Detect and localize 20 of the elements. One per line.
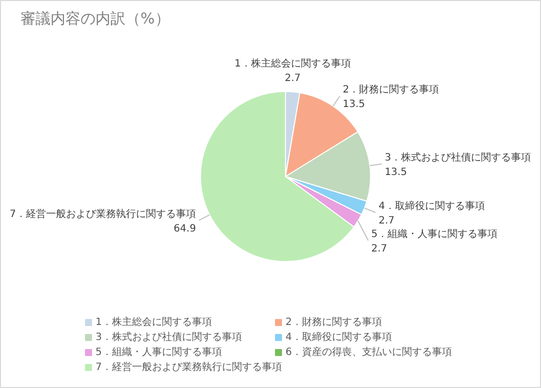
slice-label: 4．取締役に関する事項 — [378, 200, 485, 212]
data-label: 2.7 — [378, 215, 394, 226]
legend-label: 2．財務に関する事項 — [286, 316, 382, 328]
slice-label: 2．財務に関する事項 — [342, 84, 440, 96]
legend-label: 4．取締役に関する事項 — [286, 331, 392, 343]
chart-title: 審議内容の内訳（%） — [20, 10, 170, 28]
legend-label: 3．株式および社債に関する事項 — [96, 331, 242, 343]
data-label: 2.7 — [284, 72, 301, 84]
data-label: 13.5 — [342, 99, 366, 110]
data-label: 13.5 — [384, 167, 407, 178]
slice-label: 7．経営一般および業務執行に関する事項 — [10, 208, 196, 220]
slice-label: 5．組織・人事に関する事項 — [371, 228, 498, 240]
legend-label: 1．株主総会に関する事項 — [96, 316, 212, 328]
legend-label: 7．経営一般および業務執行に関する事項 — [96, 361, 282, 373]
slice-label: 1．株主総会に関する事項 — [234, 57, 351, 70]
legend-label: 5．組織・人事に関する事項 — [96, 346, 222, 358]
legend-label: 6．資産の得喪、支払いに関する事項 — [286, 346, 452, 358]
data-label: 64.9 — [174, 223, 196, 234]
slice-label: 3．株式および社債に関する事項 — [384, 152, 532, 164]
data-label: 2.7 — [371, 243, 388, 254]
